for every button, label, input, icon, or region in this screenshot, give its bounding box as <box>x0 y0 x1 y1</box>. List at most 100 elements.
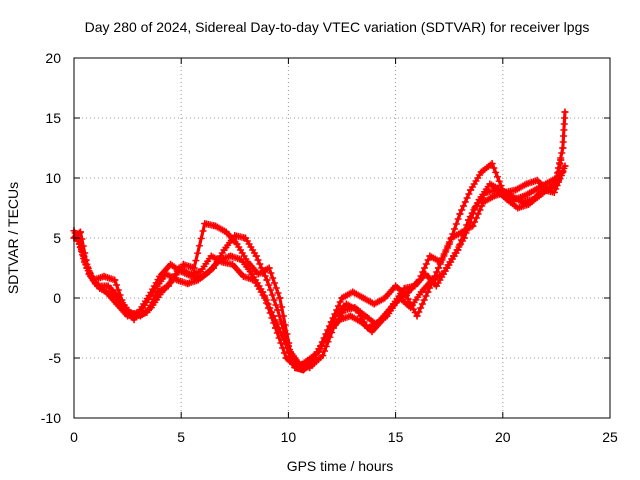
data-point <box>490 192 498 200</box>
data-point <box>250 276 258 284</box>
data-point <box>480 198 488 206</box>
data-point <box>293 364 301 372</box>
data-point <box>233 240 241 248</box>
series-plus-markers <box>70 156 565 372</box>
data-point <box>304 356 312 364</box>
data-point <box>557 156 565 164</box>
data-point <box>169 276 177 284</box>
data-point <box>151 284 159 292</box>
data-point <box>437 258 445 266</box>
data-point <box>212 222 220 230</box>
data-point <box>454 246 462 254</box>
data-point <box>432 282 440 290</box>
data-point <box>319 352 327 360</box>
data-point <box>338 294 346 302</box>
data-point <box>340 306 348 314</box>
data-point <box>314 348 322 356</box>
y-axis-title: SDTVAR / TECUs <box>5 182 21 294</box>
data-point <box>186 270 194 278</box>
data-point <box>94 282 102 290</box>
data-point <box>503 196 511 204</box>
data-point <box>529 196 537 204</box>
data-point <box>531 186 539 194</box>
data-point <box>372 320 380 328</box>
data-point <box>76 228 84 236</box>
data-point <box>136 312 144 320</box>
data-point <box>533 176 541 184</box>
data-point <box>239 272 247 280</box>
data-point <box>306 364 314 372</box>
x-tick-label: 15 <box>388 429 404 445</box>
data-point <box>488 160 496 168</box>
data-point <box>196 268 204 276</box>
x-tick-label: 0 <box>70 429 78 445</box>
data-point <box>252 252 260 260</box>
data-point <box>126 308 134 316</box>
series-trace <box>72 110 567 372</box>
data-point <box>115 294 123 302</box>
data-point <box>261 294 269 302</box>
data-point <box>514 204 522 212</box>
data-point <box>426 252 434 260</box>
data-point <box>194 276 202 284</box>
data-point <box>207 252 215 260</box>
data-point <box>201 220 209 228</box>
y-tick-label: -10 <box>41 410 61 426</box>
data-point <box>85 270 93 278</box>
data-point <box>263 276 271 284</box>
data-point <box>362 312 370 320</box>
data-point <box>383 312 391 320</box>
data-point <box>104 282 112 290</box>
series-plus-markers <box>70 108 569 374</box>
data-point <box>349 288 357 296</box>
x-axis-title: GPS time / hours <box>287 458 394 474</box>
data-point <box>394 296 402 304</box>
data-point <box>467 186 475 194</box>
data-point <box>222 228 230 236</box>
data-point <box>518 198 526 206</box>
data-point <box>552 180 560 188</box>
data-point <box>158 288 166 296</box>
y-tick-label: 15 <box>45 110 61 126</box>
data-point <box>458 228 466 236</box>
data-point <box>475 196 483 204</box>
data-point <box>282 354 290 362</box>
data-point <box>561 108 569 116</box>
y-tick-label: 20 <box>45 50 61 66</box>
data-point <box>295 360 303 368</box>
data-point <box>359 294 367 302</box>
data-point <box>381 294 389 302</box>
data-point <box>392 282 400 290</box>
y-tick-label: 10 <box>45 170 61 186</box>
data-point <box>404 288 412 296</box>
grid <box>74 58 610 418</box>
data-point <box>179 260 187 268</box>
data-point <box>443 264 451 272</box>
data-point <box>424 288 432 296</box>
data-point <box>417 288 425 296</box>
data-point <box>357 318 365 326</box>
data-point <box>522 180 530 188</box>
data-point <box>265 264 273 272</box>
data-point <box>329 324 337 332</box>
series-4 <box>70 156 565 372</box>
series-3 <box>74 168 567 372</box>
data-point <box>407 304 415 312</box>
data-point <box>464 216 472 224</box>
y-tick-label: 0 <box>53 290 61 306</box>
axis-ticks: 0 5 10 15 20 25 -10 -5 0 5 10 15 20 <box>41 50 618 445</box>
data-point <box>370 300 378 308</box>
data-point <box>351 304 359 312</box>
data-point <box>272 324 280 332</box>
data-point <box>218 258 226 266</box>
data-point <box>276 294 284 302</box>
data-point <box>229 260 237 268</box>
data-point <box>190 264 198 272</box>
data-point <box>550 188 558 196</box>
data-point <box>166 260 174 268</box>
data-point <box>469 222 477 230</box>
x-tick-label: 10 <box>281 429 297 445</box>
data-point <box>456 210 464 218</box>
plot-marks <box>70 108 569 374</box>
